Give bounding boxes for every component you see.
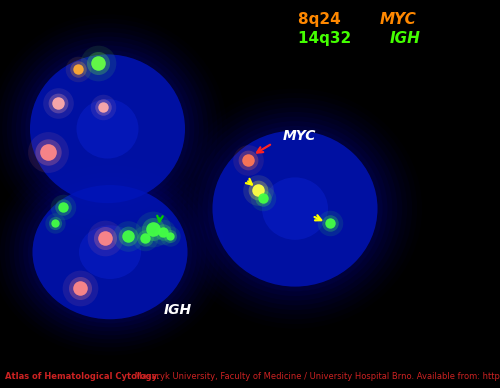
Ellipse shape — [198, 116, 392, 301]
Ellipse shape — [20, 45, 195, 212]
Text: MYC: MYC — [282, 129, 316, 143]
Point — [158, 229, 166, 235]
Point — [258, 195, 266, 201]
Point — [258, 195, 266, 201]
Point — [51, 220, 59, 226]
Ellipse shape — [178, 98, 412, 319]
Text: 8q24: 8q24 — [298, 12, 346, 28]
Point — [124, 233, 132, 239]
Point — [58, 204, 66, 210]
Point — [76, 285, 84, 291]
Ellipse shape — [262, 177, 328, 240]
Ellipse shape — [202, 121, 388, 296]
Point — [98, 104, 106, 110]
Point — [124, 233, 132, 239]
Ellipse shape — [30, 54, 185, 203]
Ellipse shape — [12, 36, 203, 221]
Point — [254, 187, 262, 194]
Point — [254, 187, 262, 194]
Point — [94, 61, 102, 67]
Ellipse shape — [14, 169, 206, 335]
Ellipse shape — [32, 185, 188, 319]
Point — [101, 234, 109, 241]
Point — [254, 187, 262, 194]
Point — [141, 234, 149, 241]
Point — [101, 234, 109, 241]
Text: Masaryk University, Faculty of Medicine / University Hospital Brno. Available fr: Masaryk University, Faculty of Medicine … — [132, 372, 500, 381]
Point — [76, 285, 84, 291]
Point — [244, 156, 252, 163]
Ellipse shape — [0, 153, 224, 352]
Point — [166, 233, 174, 239]
Point — [76, 285, 84, 291]
Ellipse shape — [26, 50, 190, 208]
Text: MYC: MYC — [380, 12, 417, 28]
Point — [98, 104, 106, 110]
Point — [54, 100, 62, 106]
Point — [44, 149, 52, 156]
Point — [94, 61, 102, 67]
Point — [148, 225, 156, 232]
Ellipse shape — [212, 131, 378, 287]
Ellipse shape — [30, 54, 185, 203]
Point — [51, 220, 59, 226]
Point — [58, 204, 66, 210]
Point — [166, 233, 174, 239]
Ellipse shape — [4, 161, 216, 343]
Ellipse shape — [18, 173, 202, 331]
Point — [148, 225, 156, 232]
Ellipse shape — [32, 185, 188, 319]
Point — [98, 104, 106, 110]
Point — [326, 220, 334, 226]
Text: IGH: IGH — [390, 31, 421, 46]
Text: Atlas of Hematological Cytology.: Atlas of Hematological Cytology. — [5, 372, 160, 381]
Point — [94, 61, 102, 67]
Point — [44, 149, 52, 156]
Point — [158, 229, 166, 235]
Ellipse shape — [173, 93, 417, 324]
Point — [148, 225, 156, 232]
Ellipse shape — [192, 112, 398, 305]
Point — [158, 229, 166, 235]
Ellipse shape — [16, 41, 199, 217]
Point — [124, 233, 132, 239]
Point — [326, 220, 334, 226]
Point — [141, 234, 149, 241]
Ellipse shape — [0, 19, 222, 239]
Point — [58, 204, 66, 210]
Ellipse shape — [0, 23, 218, 234]
Text: IGH: IGH — [164, 303, 192, 317]
Text: 14q32: 14q32 — [298, 31, 356, 46]
Point — [74, 66, 82, 72]
Point — [54, 100, 62, 106]
Point — [74, 66, 82, 72]
Point — [101, 234, 109, 241]
Ellipse shape — [23, 177, 197, 327]
Ellipse shape — [7, 32, 208, 225]
Ellipse shape — [76, 99, 138, 159]
Ellipse shape — [208, 126, 382, 291]
Ellipse shape — [212, 131, 378, 287]
Ellipse shape — [188, 107, 402, 310]
Point — [44, 149, 52, 156]
Point — [74, 66, 82, 72]
Ellipse shape — [79, 225, 141, 279]
Point — [326, 220, 334, 226]
Ellipse shape — [2, 28, 213, 230]
Point — [244, 156, 252, 163]
Ellipse shape — [0, 157, 220, 347]
Point — [51, 220, 59, 226]
Ellipse shape — [28, 181, 192, 323]
Ellipse shape — [9, 165, 211, 340]
Point — [54, 100, 62, 106]
Point — [258, 195, 266, 201]
Ellipse shape — [183, 102, 407, 315]
Point — [244, 156, 252, 163]
Point — [166, 233, 174, 239]
Point — [141, 234, 149, 241]
